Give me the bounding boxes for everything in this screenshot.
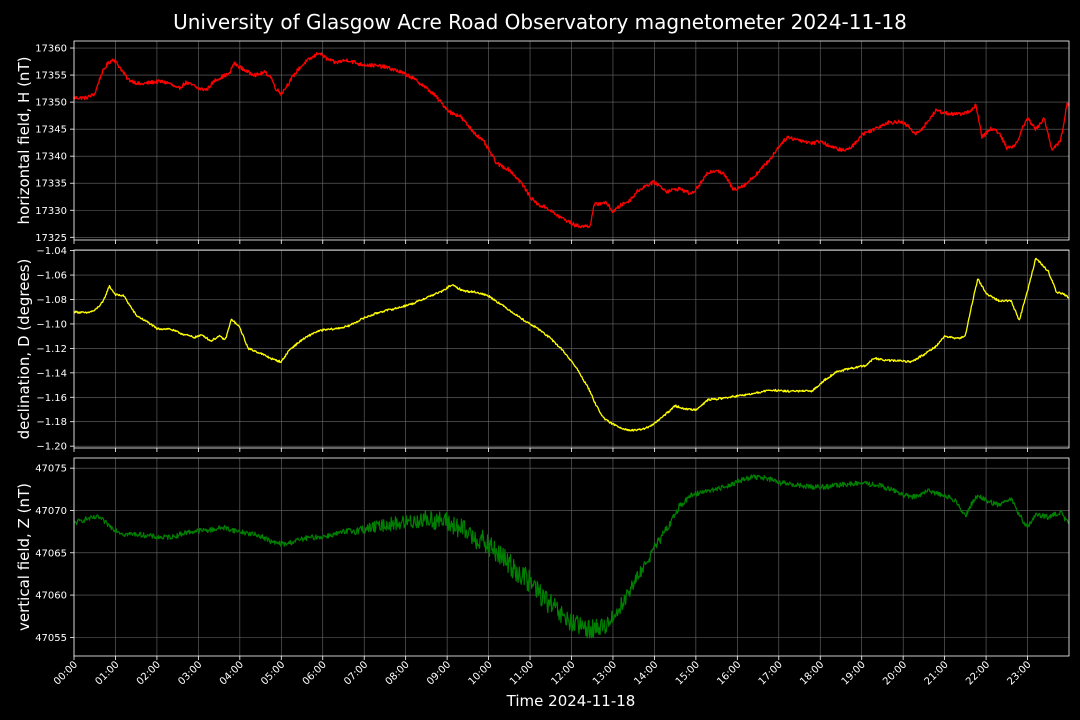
x-tick-label: 12:00	[549, 659, 577, 687]
x-tick-label: 01:00	[93, 659, 121, 687]
y-tick-label: 17330	[35, 206, 67, 217]
x-tick-label: 04:00	[218, 659, 246, 687]
x-tick-label: 16:00	[715, 659, 743, 687]
y-tick-label: −1.06	[36, 271, 67, 282]
x-tick-label: 06:00	[301, 659, 329, 687]
y-tick-label: −1.08	[36, 295, 67, 306]
x-tick-label: 03:00	[176, 659, 204, 687]
y-tick-label: −1.12	[36, 344, 67, 355]
y-tick-label: 17335	[35, 179, 67, 190]
y-tick-label: 47065	[35, 548, 67, 559]
series-line-H	[73, 52, 1070, 229]
y-tick-label: 47075	[35, 464, 67, 475]
series-line-D	[73, 257, 1070, 432]
y-tick-label: 17355	[35, 71, 67, 82]
y-tick-label: −1.16	[36, 393, 67, 404]
y-axis-label-H: horizontal field, H (nT)	[15, 57, 33, 225]
x-tick-label: 08:00	[384, 659, 412, 687]
y-tick-label: 17325	[35, 233, 67, 244]
x-tick-label: 22:00	[964, 659, 992, 687]
y-tick-label: −1.14	[36, 368, 67, 379]
x-tick-labels: 00:00 01:00 02:00 03:00 04:00 05:00 06:00 07:00…	[52, 659, 1034, 687]
y-tick-label: 17345	[35, 125, 67, 136]
y-tick-label: 17360	[35, 44, 67, 55]
x-tick-label: 19:00	[840, 659, 868, 687]
x-tick-label: 20:00	[881, 659, 909, 687]
x-tick-label: 05:00	[259, 659, 287, 687]
chart-title: University of Glasgow Acre Road Observat…	[173, 10, 907, 34]
x-tick-label: 07:00	[342, 659, 370, 687]
y-tick-label: −1.18	[36, 417, 67, 428]
x-tick-label: 23:00	[1006, 659, 1034, 687]
x-tick-label: 21:00	[923, 659, 951, 687]
panel-frame	[73, 457, 1070, 657]
x-tick-label: 10:00	[467, 659, 495, 687]
y-axis-label-D: declination, D (degrees)	[15, 259, 33, 440]
x-tick-label: 11:00	[508, 659, 536, 687]
panel-D: −1.20 −1.18 −1.16 −1.14 −1.12 −1.10 −1.08 −1.06…	[15, 246, 1070, 453]
panel-frame	[73, 40, 1070, 241]
x-axis-label: Time 2024-11-18	[506, 692, 636, 710]
panel-frame	[73, 249, 1070, 449]
x-tick-label: 02:00	[135, 659, 163, 687]
y-tick-label: −1.20	[36, 442, 67, 453]
x-tick-label: 18:00	[798, 659, 826, 687]
y-tick-label: 17350	[35, 98, 67, 109]
y-axis-label-Z: vertical field, Z (nT)	[15, 483, 33, 631]
panel-H: 17325 17330 17335 17340 17345 17350 17355 17360…	[15, 40, 1070, 244]
y-tick-label: 47060	[35, 591, 67, 602]
x-tick-label: 13:00	[591, 659, 619, 687]
x-tick-label: 14:00	[632, 659, 660, 687]
y-tick-label: −1.10	[36, 319, 67, 330]
x-tick-label: 15:00	[674, 659, 702, 687]
x-tick-label: 00:00	[52, 659, 80, 687]
y-tick-label: −1.04	[36, 246, 67, 257]
x-tick-label: 17:00	[757, 659, 785, 687]
y-tick-label: 47055	[35, 633, 67, 644]
y-tick-label: 17340	[35, 152, 67, 163]
y-tick-label: 47070	[35, 506, 67, 517]
x-tick-label: 09:00	[425, 659, 453, 687]
series-line-Z	[73, 474, 1070, 639]
